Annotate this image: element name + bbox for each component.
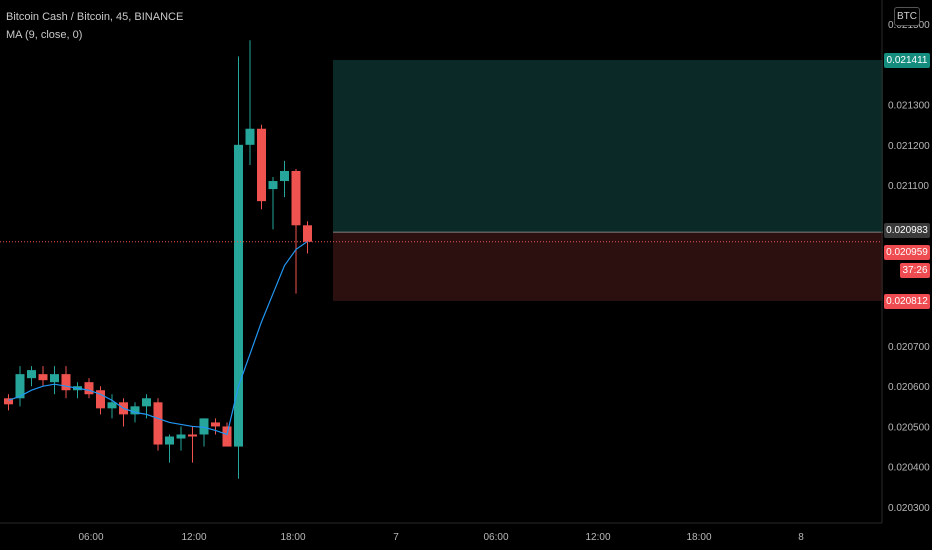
candle-body — [96, 390, 105, 409]
candle-body — [61, 374, 71, 391]
candlestick-series — [4, 40, 312, 479]
time-tick-label: 12:00 — [585, 532, 610, 543]
time-tick-label: 06:00 — [78, 532, 103, 543]
currency-button[interactable]: BTC — [894, 7, 920, 26]
candle-body — [4, 398, 13, 405]
loss-zone — [333, 232, 883, 301]
ma-legend[interactable]: MA (9, close, 0) — [6, 29, 83, 41]
ma-line — [8, 240, 308, 436]
candle-body — [84, 382, 94, 395]
candle-body — [50, 374, 59, 383]
candle-body — [222, 426, 232, 447]
price-tick-label: 0.020400 — [888, 463, 930, 474]
candle-body — [27, 370, 36, 379]
candle-body — [130, 406, 140, 415]
symbol-title: Bitcoin Cash / Bitcoin, 45, BINANCE — [6, 11, 184, 23]
price-tick-label: 0.021200 — [888, 141, 930, 152]
price-tick-label: 0.020600 — [888, 382, 930, 393]
candle-body — [245, 128, 255, 145]
candle-body — [153, 402, 163, 445]
candle-body — [303, 225, 312, 242]
take-profit-price-label: 0.021411 — [884, 52, 930, 68]
candle-body — [38, 374, 48, 381]
long-position-zones[interactable] — [333, 59, 883, 301]
price-tick-label: 0.021100 — [888, 181, 929, 192]
time-tick-label: 7 — [393, 532, 399, 543]
candle-body — [188, 434, 197, 437]
candle-body — [107, 402, 117, 409]
price-tick-label: 0.020300 — [888, 503, 930, 514]
time-tick-label: 18:00 — [280, 532, 305, 543]
time-axis[interactable]: 06:00 12:00 18:00 7 06:00 12:00 18:00 8 — [78, 532, 804, 543]
time-tick-label: 8 — [798, 532, 804, 543]
candle-body — [257, 128, 266, 202]
price-tick-label: 0.021300 — [888, 101, 930, 112]
last-price-label: 0.020959 — [884, 244, 930, 260]
moving-average-layer — [8, 240, 308, 436]
candle-body — [176, 434, 186, 439]
candle-body — [142, 398, 151, 407]
time-tick-label: 12:00 — [181, 532, 206, 543]
candle-body — [280, 170, 289, 182]
entry-price-label: 0.020983 — [884, 223, 930, 239]
candle-body — [291, 170, 301, 226]
candle-body — [211, 422, 220, 427]
candle-body — [268, 181, 278, 190]
price-tick-label: 0.020700 — [888, 342, 930, 353]
candle-body — [15, 374, 25, 399]
candle-body — [165, 436, 174, 445]
bar-countdown-label: 37:26 — [900, 262, 930, 278]
profit-zone — [333, 59, 883, 233]
candle-body — [199, 418, 209, 435]
time-tick-label: 18:00 — [686, 532, 711, 543]
candle-body — [234, 144, 243, 447]
price-tick-label: 0.020500 — [888, 422, 930, 433]
time-tick-label: 06:00 — [483, 532, 508, 543]
stop-loss-price-label: 0.020812 — [884, 293, 930, 309]
